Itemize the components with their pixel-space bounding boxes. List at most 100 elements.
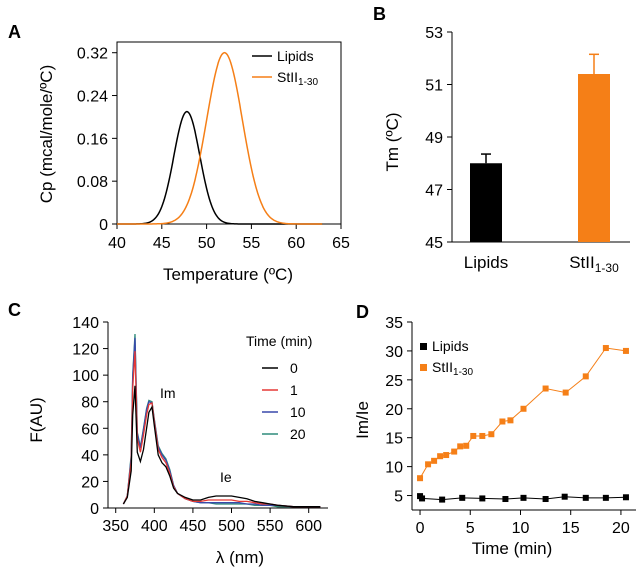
panel-d-ytick-label: 35 <box>385 315 403 332</box>
panel-d-point-stii <box>602 345 609 352</box>
panel-d-point-lipids <box>582 494 589 501</box>
panel-c-xlabel: λ (nm) <box>216 548 264 567</box>
panel-c-ytick-label: 0 <box>90 501 99 518</box>
panel-a-ytick-label: 0.16 <box>77 131 108 148</box>
panel-d-point-stii <box>425 461 432 468</box>
panel-d-legend-stii: StII1-30 <box>432 359 473 378</box>
panel-d-point-stii <box>582 373 589 380</box>
panel-d-ytick-label: 5 <box>394 489 403 506</box>
panel-d-xtick-label: 5 <box>466 520 475 537</box>
panel-d-point-stii <box>457 443 464 450</box>
panel-d-point-stii <box>562 389 569 396</box>
panel-d-point-stii <box>520 405 527 412</box>
panel-a-legend-lipids: Lipids <box>277 48 314 64</box>
panel-d-point-stii <box>437 453 444 460</box>
panel-a-legend: Lipids StII1-30 <box>252 48 318 88</box>
panel-d-ytick-label: 25 <box>385 373 403 390</box>
panel-b-ytick-label: 45 <box>425 235 443 252</box>
panel-c-xtick-label: 500 <box>218 518 245 535</box>
panel-a-xtick-label: 45 <box>153 235 171 252</box>
panel-d-point-lipids <box>520 494 527 501</box>
panel-a-ytick-label: 0.32 <box>77 46 108 63</box>
panel-a-ytick-label: 0.08 <box>77 174 108 191</box>
panel-a-xtick-label: 60 <box>287 235 305 252</box>
panel-d-point-stii <box>451 448 458 455</box>
panel-letter-b: B <box>373 4 386 24</box>
panel-b-ytick-label: 47 <box>425 183 443 200</box>
panel-a-legend-stii: StII1-30 <box>277 69 318 88</box>
panel-d-series-line-lipids <box>419 495 627 501</box>
panel-d-xtick-label: 15 <box>562 520 580 537</box>
panel-c-ytick-label: 60 <box>81 421 99 438</box>
panel-a-series-line-lipids <box>117 110 323 225</box>
panel-b-ylabel: Tm (ºC) <box>383 112 402 171</box>
panel-c-ytick-label: 20 <box>81 474 99 491</box>
panel-d-ytick-label: 20 <box>385 402 403 419</box>
legend-marker-lipids <box>420 343 427 350</box>
annotation-im: Im <box>160 385 176 401</box>
panel-c-ylabel: F(AU) <box>27 397 46 442</box>
panel-letter-c: C <box>8 300 21 320</box>
panel-b-xtick-stii: StII1-30 <box>569 253 619 275</box>
panel-a-frame <box>116 41 342 225</box>
panel-a-xtick-label: 65 <box>332 235 350 252</box>
panel-d-point-stii <box>417 475 424 482</box>
panel-c-ytick-label: 140 <box>72 315 99 332</box>
panel-b-bar-lipids <box>470 163 502 242</box>
panel-d-legend: Lipids StII1-30 <box>420 338 473 378</box>
panel-c-xtick-label: 600 <box>295 518 322 535</box>
panel-c-xtick-label: 450 <box>180 518 207 535</box>
panel-d-ylabel: Im/Ie <box>353 401 372 439</box>
panel-d-xtick-label: 20 <box>612 520 630 537</box>
panel-d-point-lipids <box>622 494 629 501</box>
panel-c-ytick-label: 100 <box>72 368 99 385</box>
panel-d-xtick-label: 0 <box>416 520 425 537</box>
panel-c-legend: 0 1 10 20 <box>262 360 306 442</box>
panel-a-series-line-stii <box>117 51 323 225</box>
panel-b-ytick-label: 53 <box>425 25 443 42</box>
panel-d-point-lipids <box>419 495 426 502</box>
panel-d-ytick-label: 10 <box>385 460 403 477</box>
panel-c-legend-label: 1 <box>290 382 298 398</box>
panel-b-ytick-label: 51 <box>425 78 443 95</box>
panel-d-point-stii <box>499 418 506 425</box>
panel-a-xlabel: Temperature (ºC) <box>163 265 293 284</box>
annotation-ie: Ie <box>220 469 232 485</box>
panel-letter-a: A <box>8 22 21 42</box>
panel-b-xtick-lipids: Lipids <box>464 253 508 272</box>
panel-b-ytick-label: 49 <box>425 130 443 147</box>
panel-a-xtick-label: 40 <box>108 235 126 252</box>
panel-d-point-lipids <box>479 495 486 502</box>
panel-d-ytick-label: 30 <box>385 344 403 361</box>
panel-d-point-stii <box>431 457 438 464</box>
panel-d-xlabel: Time (min) <box>472 539 553 558</box>
panel-d-xtick-label: 10 <box>512 520 530 537</box>
panel-d-point-stii <box>622 347 629 354</box>
panel-d-point-stii <box>443 452 450 459</box>
panel-d-ytick-label: 15 <box>385 431 403 448</box>
panel-d-point-stii <box>479 432 486 439</box>
panel-c-ytick-label: 120 <box>72 342 99 359</box>
panel-d-point-stii <box>488 431 495 438</box>
panel-d-point-stii <box>470 432 477 439</box>
panel-c-xtick-label: 350 <box>102 518 129 535</box>
panel-d-point-lipids <box>542 496 549 503</box>
panel-b: B 45 47 49 51 53 Tm (ºC) Lipids StII1-30 <box>373 4 630 275</box>
panel-c-legend-label: 20 <box>290 426 306 442</box>
panel-d-point-lipids <box>439 496 446 503</box>
panel-c-series-line-0 <box>122 385 321 508</box>
panel-c-legend-label: 10 <box>290 404 306 420</box>
panel-a-ytick-label: 0 <box>99 217 108 234</box>
panel-a-ylabel: Cp (mcal/mole/ºC) <box>37 65 56 203</box>
panel-d-point-lipids <box>561 493 568 500</box>
panel-c-legend-title: Time (min) <box>246 333 312 349</box>
panel-letter-d: D <box>356 302 369 322</box>
panel-c-ytick-label: 80 <box>81 395 99 412</box>
panel-d-point-lipids <box>602 494 609 501</box>
panel-d-point-lipids <box>459 494 466 501</box>
panel-a-xtick-label: 50 <box>198 235 216 252</box>
panel-a-xtick-label: 55 <box>243 235 261 252</box>
panel-c-xtick-label: 400 <box>141 518 168 535</box>
panel-c-ytick-label: 40 <box>81 448 99 465</box>
